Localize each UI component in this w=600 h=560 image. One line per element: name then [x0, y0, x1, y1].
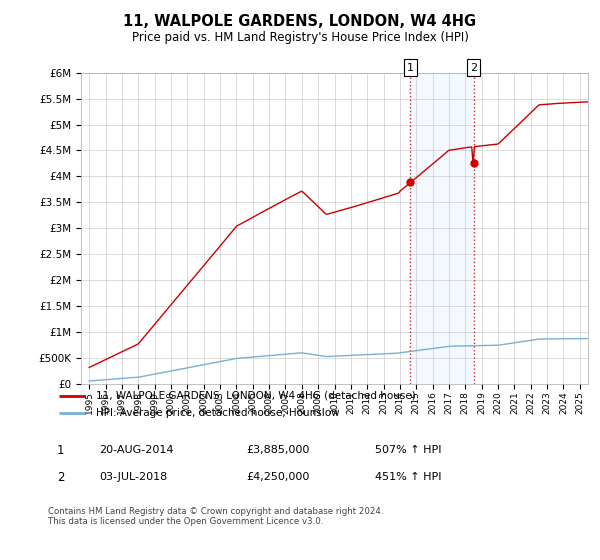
Text: 20-AUG-2014: 20-AUG-2014	[99, 445, 173, 455]
Text: 1: 1	[407, 63, 414, 73]
Text: 2: 2	[57, 470, 64, 484]
Text: 507% ↑ HPI: 507% ↑ HPI	[375, 445, 442, 455]
Text: 11, WALPOLE GARDENS, LONDON, W4 4HG (detached house): 11, WALPOLE GARDENS, LONDON, W4 4HG (det…	[95, 390, 415, 400]
Text: Contains HM Land Registry data © Crown copyright and database right 2024.
This d: Contains HM Land Registry data © Crown c…	[48, 507, 383, 526]
Text: 11, WALPOLE GARDENS, LONDON, W4 4HG: 11, WALPOLE GARDENS, LONDON, W4 4HG	[124, 14, 476, 29]
Text: 2: 2	[470, 63, 477, 73]
Text: 1: 1	[57, 444, 64, 457]
Text: 451% ↑ HPI: 451% ↑ HPI	[375, 472, 442, 482]
Text: £4,250,000: £4,250,000	[246, 472, 310, 482]
Text: Price paid vs. HM Land Registry's House Price Index (HPI): Price paid vs. HM Land Registry's House …	[131, 31, 469, 44]
Bar	[410, 73, 473, 384]
Text: HPI: Average price, detached house, Hounslow: HPI: Average price, detached house, Houn…	[95, 408, 339, 418]
Text: 03-JUL-2018: 03-JUL-2018	[99, 472, 167, 482]
Text: £3,885,000: £3,885,000	[246, 445, 310, 455]
